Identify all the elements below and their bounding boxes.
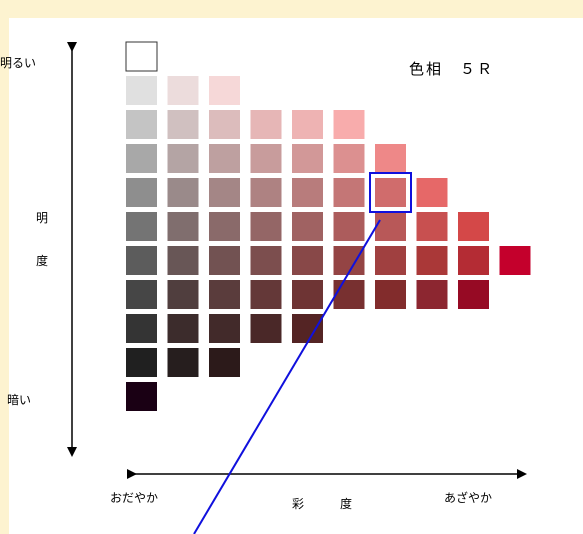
color-swatch [250,280,282,309]
color-swatch [499,246,531,275]
color-swatch [209,76,240,105]
color-swatch [333,212,365,241]
color-swatch [250,212,282,241]
color-swatch [126,110,157,139]
color-swatch [292,110,323,139]
lightness-bright-label: 明るい [0,56,37,70]
color-swatch [209,348,240,377]
color-swatch [126,280,157,309]
hue-label: 色相 ５Ｒ [409,60,495,78]
color-swatch [250,110,282,139]
chroma-axis-title-1: 彩 [292,497,305,511]
color-swatch [209,246,240,275]
color-swatch [416,212,448,241]
color-swatch [292,212,323,241]
color-swatch [292,144,323,173]
color-swatch [126,178,157,207]
color-swatch [375,144,406,173]
color-swatch [292,314,323,343]
color-swatch [333,178,365,207]
color-swatch [167,212,199,241]
color-chart-stage: 明るい 明 度 暗い 色相 ５Ｒ おだやか 彩 度 あざやか [0,18,583,534]
color-swatch [126,76,157,105]
color-swatch [375,212,406,241]
pointer-line [193,219,381,534]
lightness-dark-label: 暗い [7,393,32,407]
color-swatch [167,144,199,173]
color-swatch [458,280,489,309]
color-swatch [458,212,489,241]
color-swatch [167,110,199,139]
color-swatch [250,144,282,173]
lightness-axis-title-2: 度 [36,254,49,268]
color-swatch [209,144,240,173]
chroma-vivid-label: あざやか [444,491,493,505]
color-swatch [167,314,199,343]
chroma-axis-title-2: 度 [340,497,353,511]
color-swatch [126,314,157,343]
color-swatch [167,280,199,309]
color-swatch [250,246,282,275]
color-swatch [125,41,158,72]
color-swatch [333,246,365,275]
color-swatch [209,280,240,309]
color-swatch [375,178,406,207]
color-swatch [250,314,282,343]
color-swatch [167,246,199,275]
lightness-axis-title-1: 明 [36,211,49,225]
lightness-chroma-chart [67,41,531,534]
color-swatch [333,280,365,309]
color-swatch [375,280,406,309]
color-swatch [416,246,448,275]
color-swatch [416,280,448,309]
color-swatch [126,246,157,275]
color-swatch [209,178,240,207]
color-swatch [292,178,323,207]
color-swatch [126,212,157,241]
color-swatch [126,348,157,377]
highlight-box [369,172,412,213]
color-swatch [209,110,240,139]
color-swatch [333,144,365,173]
color-swatch [292,280,323,309]
color-swatch [375,246,406,275]
color-swatch [333,110,365,139]
color-swatch [250,178,282,207]
color-swatch [209,314,240,343]
chroma-dull-label: おだやか [110,491,159,505]
color-swatch [167,178,199,207]
color-swatch [167,348,199,377]
color-swatch [209,212,240,241]
color-swatch-grid [125,41,531,411]
color-swatch [126,382,157,411]
color-swatch [292,246,323,275]
color-swatch [416,178,448,207]
color-swatch [167,76,199,105]
color-swatch [126,144,157,173]
color-swatch [458,246,489,275]
